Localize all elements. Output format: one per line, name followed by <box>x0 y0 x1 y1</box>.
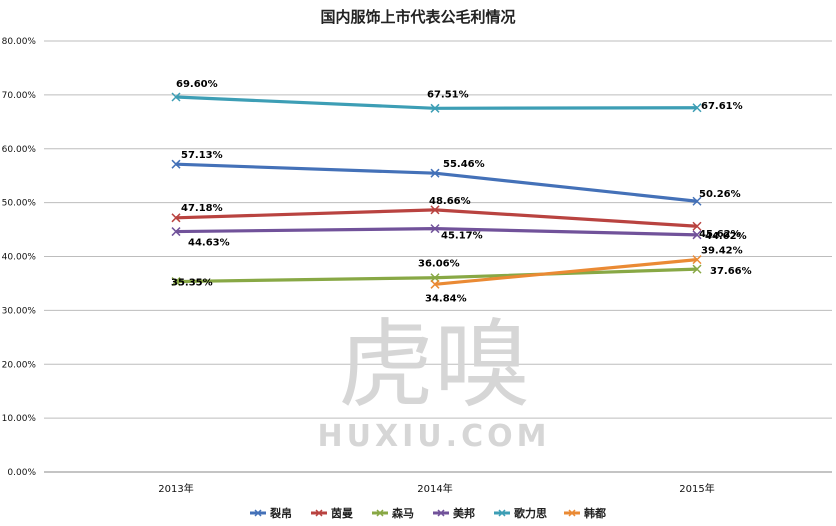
y-tick-label: 50.00% <box>2 199 37 209</box>
data-label: 48.66% <box>429 196 471 207</box>
legend-label: 美邦 <box>453 506 475 520</box>
legend-label: 韩都 <box>584 506 606 520</box>
y-tick-label: 10.00% <box>2 414 37 424</box>
data-label: 67.51% <box>427 89 469 100</box>
legend-item: 森马 <box>372 506 414 520</box>
y-tick-label: 0.00% <box>7 468 36 478</box>
x-tick-label: 2014年 <box>417 482 452 495</box>
data-label: 69.60% <box>176 79 218 90</box>
data-label: 50.26% <box>699 189 741 200</box>
data-label: 57.13% <box>181 150 223 161</box>
data-point <box>171 213 181 223</box>
data-label: 37.66% <box>710 266 752 277</box>
y-tick-label: 60.00% <box>2 145 37 155</box>
data-point <box>430 224 440 234</box>
watermark: 虎嗅 HUXIU.COM <box>318 309 551 454</box>
data-point <box>692 103 702 113</box>
data-label: 35.35% <box>171 278 213 289</box>
data-label: 45.62% <box>699 229 741 240</box>
legend-item: 裂帛 <box>250 506 292 520</box>
data-point <box>430 168 440 178</box>
legend-item: 美邦 <box>433 506 475 520</box>
legend: 裂帛 茵曼 森马 美邦 歌力思 韩都 <box>250 506 606 520</box>
x-axis-ticks: 2013年 2014年 2015年 <box>158 482 714 495</box>
data-label: 55.46% <box>443 159 485 170</box>
data-label: 67.61% <box>701 101 743 112</box>
data-point <box>692 230 702 240</box>
data-point <box>171 227 181 237</box>
y-tick-label: 70.00% <box>2 91 37 101</box>
data-point <box>430 205 440 215</box>
y-tick-label: 20.00% <box>2 360 37 370</box>
legend-label: 歌力思 <box>514 506 547 520</box>
series-group <box>171 92 702 289</box>
data-label: 45.17% <box>441 231 483 242</box>
data-label: 44.02% <box>705 231 747 242</box>
legend-item: 韩都 <box>564 506 606 520</box>
data-label: 34.84% <box>425 293 467 304</box>
watermark-url: HUXIU.COM <box>318 419 551 454</box>
x-tick-label: 2015年 <box>679 482 714 495</box>
y-tick-label: 80.00% <box>2 37 37 47</box>
data-label: 47.18% <box>181 203 223 214</box>
data-labels: 57.13% 55.46% 50.26% 47.18% 48.66% 45.62% 35.3… <box>171 79 752 304</box>
series-line <box>434 258 698 286</box>
data-label: 39.42% <box>701 246 743 257</box>
data-point <box>692 255 702 265</box>
legend-label: 茵曼 <box>331 506 353 520</box>
legend-label: 森马 <box>392 506 414 520</box>
data-point <box>171 277 181 287</box>
chart-title: 国内服饰上市代表公毛利情况 <box>320 8 515 26</box>
y-axis-ticks: 0.00% 10.00% 20.00% 30.00% 40.00% 50.00% 60.00… <box>2 37 37 478</box>
data-point <box>171 159 181 169</box>
data-point <box>430 273 440 283</box>
data-label: 44.63% <box>188 238 230 249</box>
data-label: 36.06% <box>418 259 460 270</box>
legend-label: 裂帛 <box>269 506 292 520</box>
watermark-logo: 虎嗅 <box>338 309 530 421</box>
data-point <box>171 92 181 102</box>
data-point <box>692 221 702 231</box>
data-point <box>692 264 702 274</box>
grid <box>44 40 832 473</box>
y-tick-label: 30.00% <box>2 306 37 316</box>
y-tick-label: 40.00% <box>2 253 37 263</box>
data-point <box>430 103 440 113</box>
legend-item: 歌力思 <box>494 506 547 520</box>
data-point <box>692 196 702 206</box>
x-tick-label: 2013年 <box>158 482 193 495</box>
legend-item: 茵曼 <box>311 506 353 520</box>
data-point <box>430 279 440 289</box>
